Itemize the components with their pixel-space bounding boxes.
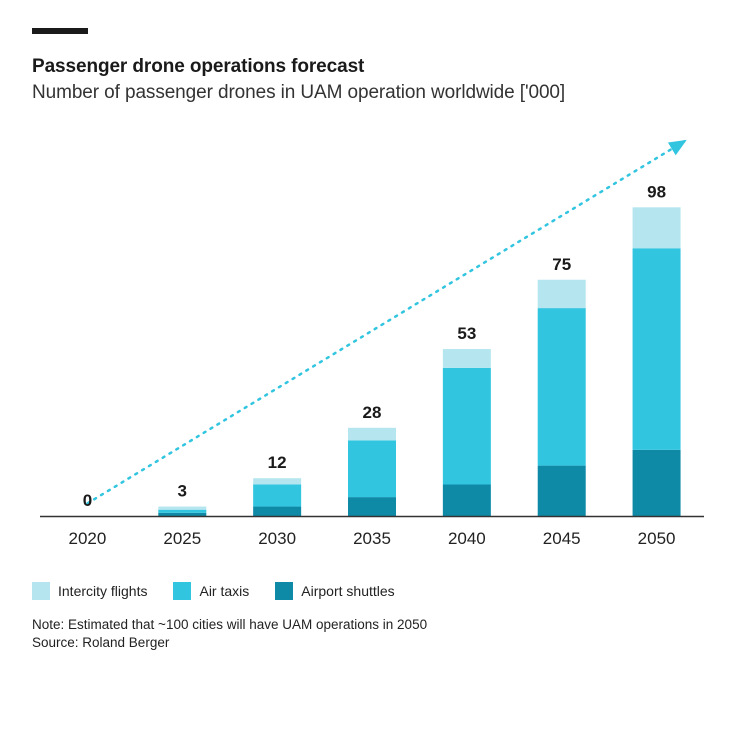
x-tick-label: 2040 <box>448 529 486 548</box>
bar-segment-intercity <box>538 280 586 308</box>
footer-notes: Note: Estimated that ~100 cities will ha… <box>32 616 714 652</box>
legend-label: Airport shuttles <box>301 583 394 599</box>
x-tick-label: 2050 <box>638 529 676 548</box>
x-tick-label: 2025 <box>163 529 201 548</box>
stacked-bar-chart: 0 3 12 28 53 75 98 2020 2025 2030 2035 2040 2045 2050 <box>32 132 712 562</box>
bar-segment-air_taxis <box>443 368 491 485</box>
bar-segment-intercity <box>633 207 681 248</box>
bar-segment-airport_shuttles <box>348 497 396 516</box>
chart-title: Passenger drone operations forecast <box>32 56 714 78</box>
chart-area: 0 3 12 28 53 75 98 2020 2025 2030 2035 2040 2045 2050 <box>32 132 714 562</box>
bar-segment-intercity <box>348 428 396 441</box>
x-tick-label: 2020 <box>69 529 107 548</box>
legend-item-air_taxis: Air taxis <box>173 582 249 600</box>
bar-segment-airport_shuttles <box>633 450 681 516</box>
bar-segment-airport_shuttles <box>158 513 206 516</box>
legend: Intercity flights Air taxis Airport shuttl… <box>32 582 714 600</box>
bar-segment-intercity <box>253 478 301 484</box>
bar-total-label: 12 <box>268 453 287 472</box>
legend-swatch <box>32 582 50 600</box>
legend-item-airport_shuttles: Airport shuttles <box>275 582 394 600</box>
bar-segment-intercity <box>443 349 491 368</box>
legend-swatch <box>275 582 293 600</box>
bar-total-label: 75 <box>552 255 571 274</box>
bar-segment-airport_shuttles <box>253 507 301 516</box>
bar-segment-airport_shuttles <box>443 485 491 517</box>
legend-swatch <box>173 582 191 600</box>
bar-total-label: 28 <box>363 403 382 422</box>
x-tick-label: 2030 <box>258 529 296 548</box>
bar-segment-airport_shuttles <box>538 466 586 516</box>
accent-bar <box>32 28 88 34</box>
bar-segment-air_taxis <box>158 510 206 513</box>
bar-segment-air_taxis <box>253 485 301 507</box>
x-tick-label: 2045 <box>543 529 581 548</box>
bar-segment-air_taxis <box>348 440 396 497</box>
bar-segment-intercity <box>158 507 206 510</box>
legend-label: Air taxis <box>199 583 249 599</box>
legend-label: Intercity flights <box>58 583 147 599</box>
bar-segment-air_taxis <box>538 308 586 466</box>
bar-total-label: 53 <box>457 324 476 343</box>
bar-segment-air_taxis <box>633 248 681 450</box>
bar-total-label: 0 <box>83 491 92 510</box>
chart-subtitle: Number of passenger drones in UAM operat… <box>32 82 714 104</box>
bar-total-label: 3 <box>178 482 187 501</box>
bar-total-label: 98 <box>647 182 666 201</box>
legend-item-intercity: Intercity flights <box>32 582 147 600</box>
source-text: Source: Roland Berger <box>32 634 714 652</box>
note-text: Note: Estimated that ~100 cities will ha… <box>32 616 714 634</box>
x-tick-label: 2035 <box>353 529 391 548</box>
